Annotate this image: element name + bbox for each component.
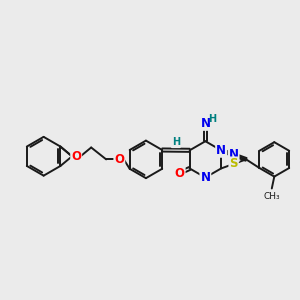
Text: O: O — [175, 167, 185, 180]
Text: CH₃: CH₃ — [263, 192, 280, 201]
Text: O: O — [114, 153, 124, 166]
Text: N: N — [200, 117, 210, 130]
Text: N: N — [216, 144, 226, 157]
Text: O: O — [71, 150, 81, 163]
Text: H: H — [208, 114, 216, 124]
Text: S: S — [230, 158, 238, 170]
Text: H: H — [172, 137, 180, 147]
Text: N: N — [200, 171, 210, 184]
Text: N: N — [229, 148, 238, 161]
